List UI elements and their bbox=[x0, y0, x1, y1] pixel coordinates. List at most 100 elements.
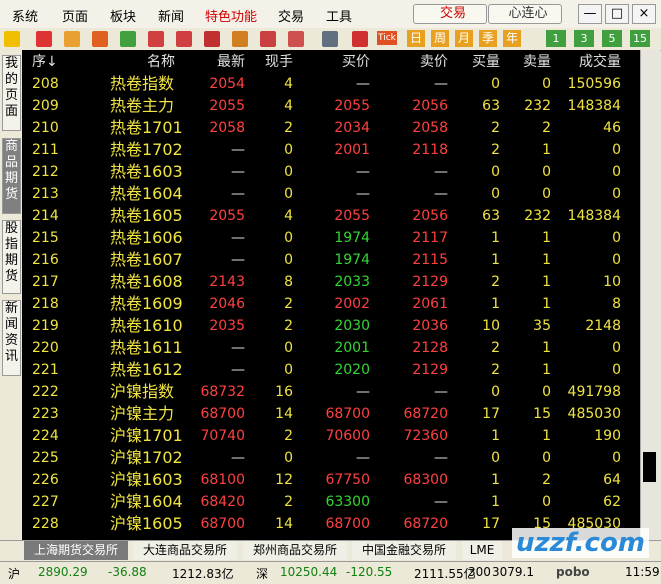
table-cell[interactable]: 0 bbox=[612, 340, 621, 356]
table-cell[interactable]: 0 bbox=[612, 450, 621, 466]
side-tab[interactable]: 新闻资讯 bbox=[2, 300, 21, 376]
table-cell[interactable]: 212 bbox=[32, 164, 59, 180]
table-cell[interactable]: 222 bbox=[32, 384, 59, 400]
table-cell[interactable]: 1 bbox=[542, 230, 551, 246]
tool-icon[interactable] bbox=[260, 31, 276, 47]
table-cell[interactable]: 148384 bbox=[567, 98, 621, 114]
table-cell[interactable]: 0 bbox=[542, 494, 551, 510]
table-cell[interactable]: 0 bbox=[491, 450, 500, 466]
table-cell[interactable]: 2056 bbox=[412, 98, 448, 114]
tick-button[interactable]: Tick bbox=[377, 31, 397, 45]
table-cell[interactable]: 2034 bbox=[334, 120, 370, 136]
table-cell[interactable]: 热卷1603 bbox=[110, 162, 183, 181]
table-cell[interactable]: 227 bbox=[32, 494, 59, 510]
table-cell[interactable]: 0 bbox=[491, 186, 500, 202]
menu-item[interactable]: 系统 bbox=[12, 10, 39, 25]
home-icon[interactable] bbox=[36, 31, 52, 47]
table-cell[interactable]: — bbox=[434, 494, 448, 510]
table-cell[interactable]: 沪镍1701 bbox=[110, 426, 183, 445]
table-cell[interactable]: — bbox=[356, 186, 370, 202]
minute-button[interactable]: 3 bbox=[574, 30, 594, 47]
table-cell[interactable]: — bbox=[231, 186, 245, 202]
table-cell[interactable]: 热卷1608 bbox=[110, 272, 183, 291]
table-cell[interactable]: 68720 bbox=[403, 516, 448, 532]
table-cell[interactable]: 热卷1611 bbox=[110, 338, 183, 357]
table-cell[interactable]: 16 bbox=[275, 384, 293, 400]
table-cell[interactable]: 10 bbox=[603, 274, 621, 290]
table-cell[interactable]: 1 bbox=[542, 428, 551, 444]
table-cell[interactable]: 226 bbox=[32, 472, 59, 488]
table-cell[interactable]: 2055 bbox=[334, 98, 370, 114]
table-cell[interactable]: — bbox=[231, 340, 245, 356]
table-cell[interactable]: 1 bbox=[491, 252, 500, 268]
period-button[interactable]: 季 bbox=[479, 30, 497, 47]
table-cell[interactable]: 2033 bbox=[334, 274, 370, 290]
table-cell[interactable]: 0 bbox=[612, 186, 621, 202]
tool-icon[interactable] bbox=[64, 31, 80, 47]
table-cell[interactable]: 0 bbox=[612, 252, 621, 268]
table-cell[interactable]: 15 bbox=[533, 406, 551, 422]
minute-button[interactable]: 5 bbox=[602, 30, 622, 47]
back-icon[interactable] bbox=[4, 31, 20, 47]
table-cell[interactable]: 0 bbox=[542, 450, 551, 466]
table-cell[interactable]: 2002 bbox=[334, 296, 370, 312]
tool-icon[interactable] bbox=[204, 31, 220, 47]
table-cell[interactable]: 17 bbox=[482, 516, 500, 532]
table-cell[interactable]: 68732 bbox=[200, 384, 245, 400]
table-cell[interactable]: 72360 bbox=[403, 428, 448, 444]
table-cell[interactable]: 2054 bbox=[209, 76, 245, 92]
table-cell[interactable]: — bbox=[231, 362, 245, 378]
table-cell[interactable]: 0 bbox=[284, 186, 293, 202]
table-cell[interactable]: 1 bbox=[491, 472, 500, 488]
table-cell[interactable]: 沪镍1605 bbox=[110, 514, 183, 533]
table-cell[interactable]: 0 bbox=[542, 384, 551, 400]
table-cell[interactable]: 沪镍1702 bbox=[110, 448, 183, 467]
table-cell[interactable]: 2056 bbox=[412, 208, 448, 224]
table-cell[interactable]: 2030 bbox=[334, 318, 370, 334]
table-cell[interactable]: 2 bbox=[491, 142, 500, 158]
table-cell[interactable]: 228 bbox=[32, 516, 59, 532]
exchange-tab[interactable]: 上海期货交易所 bbox=[24, 541, 128, 560]
table-cell[interactable]: 63 bbox=[482, 208, 500, 224]
tool-icon[interactable] bbox=[232, 31, 248, 47]
table-cell[interactable]: 热卷1605 bbox=[110, 206, 183, 225]
table-cell[interactable]: 热卷1702 bbox=[110, 140, 183, 159]
table-cell[interactable]: 1 bbox=[542, 362, 551, 378]
table-cell[interactable]: — bbox=[434, 76, 448, 92]
period-button[interactable]: 日 bbox=[407, 30, 425, 47]
table-cell[interactable]: 218 bbox=[32, 296, 59, 312]
window-control[interactable]: □ bbox=[605, 4, 629, 24]
table-cell[interactable]: 68700 bbox=[325, 406, 370, 422]
tool-icon[interactable] bbox=[176, 31, 192, 47]
table-cell[interactable]: 14 bbox=[275, 406, 293, 422]
table-cell[interactable]: 2001 bbox=[334, 340, 370, 356]
window-control[interactable]: — bbox=[578, 4, 602, 24]
table-cell[interactable]: 485030 bbox=[567, 406, 621, 422]
menu-item[interactable]: 工具 bbox=[326, 10, 353, 25]
table-cell[interactable]: 2 bbox=[491, 120, 500, 136]
table-cell[interactable]: 1974 bbox=[334, 252, 370, 268]
table-cell[interactable]: — bbox=[434, 186, 448, 202]
table-cell[interactable]: 1974 bbox=[334, 230, 370, 246]
tool-icon[interactable] bbox=[322, 31, 338, 47]
table-cell[interactable]: 8 bbox=[612, 296, 621, 312]
table-cell[interactable]: 0 bbox=[612, 142, 621, 158]
table-cell[interactable]: 225 bbox=[32, 450, 59, 466]
exchange-tab[interactable]: 中国金融交易所 bbox=[352, 541, 456, 560]
table-cell[interactable]: 68300 bbox=[403, 472, 448, 488]
table-cell[interactable]: 热卷1606 bbox=[110, 228, 183, 247]
table-cell[interactable]: — bbox=[231, 450, 245, 466]
table-cell[interactable]: 62 bbox=[603, 494, 621, 510]
table-cell[interactable]: 2 bbox=[284, 494, 293, 510]
table-cell[interactable]: — bbox=[356, 384, 370, 400]
table-cell[interactable]: 2046 bbox=[209, 296, 245, 312]
table-cell[interactable]: 0 bbox=[612, 362, 621, 378]
table-cell[interactable]: 2 bbox=[542, 120, 551, 136]
table-cell[interactable]: 68720 bbox=[403, 406, 448, 422]
table-cell[interactable]: 70740 bbox=[200, 428, 245, 444]
window-control[interactable]: × bbox=[632, 4, 656, 24]
table-cell[interactable]: 2058 bbox=[412, 120, 448, 136]
table-cell[interactable]: 0 bbox=[542, 186, 551, 202]
table-cell[interactable]: 1 bbox=[542, 274, 551, 290]
table-cell[interactable]: 2055 bbox=[209, 98, 245, 114]
